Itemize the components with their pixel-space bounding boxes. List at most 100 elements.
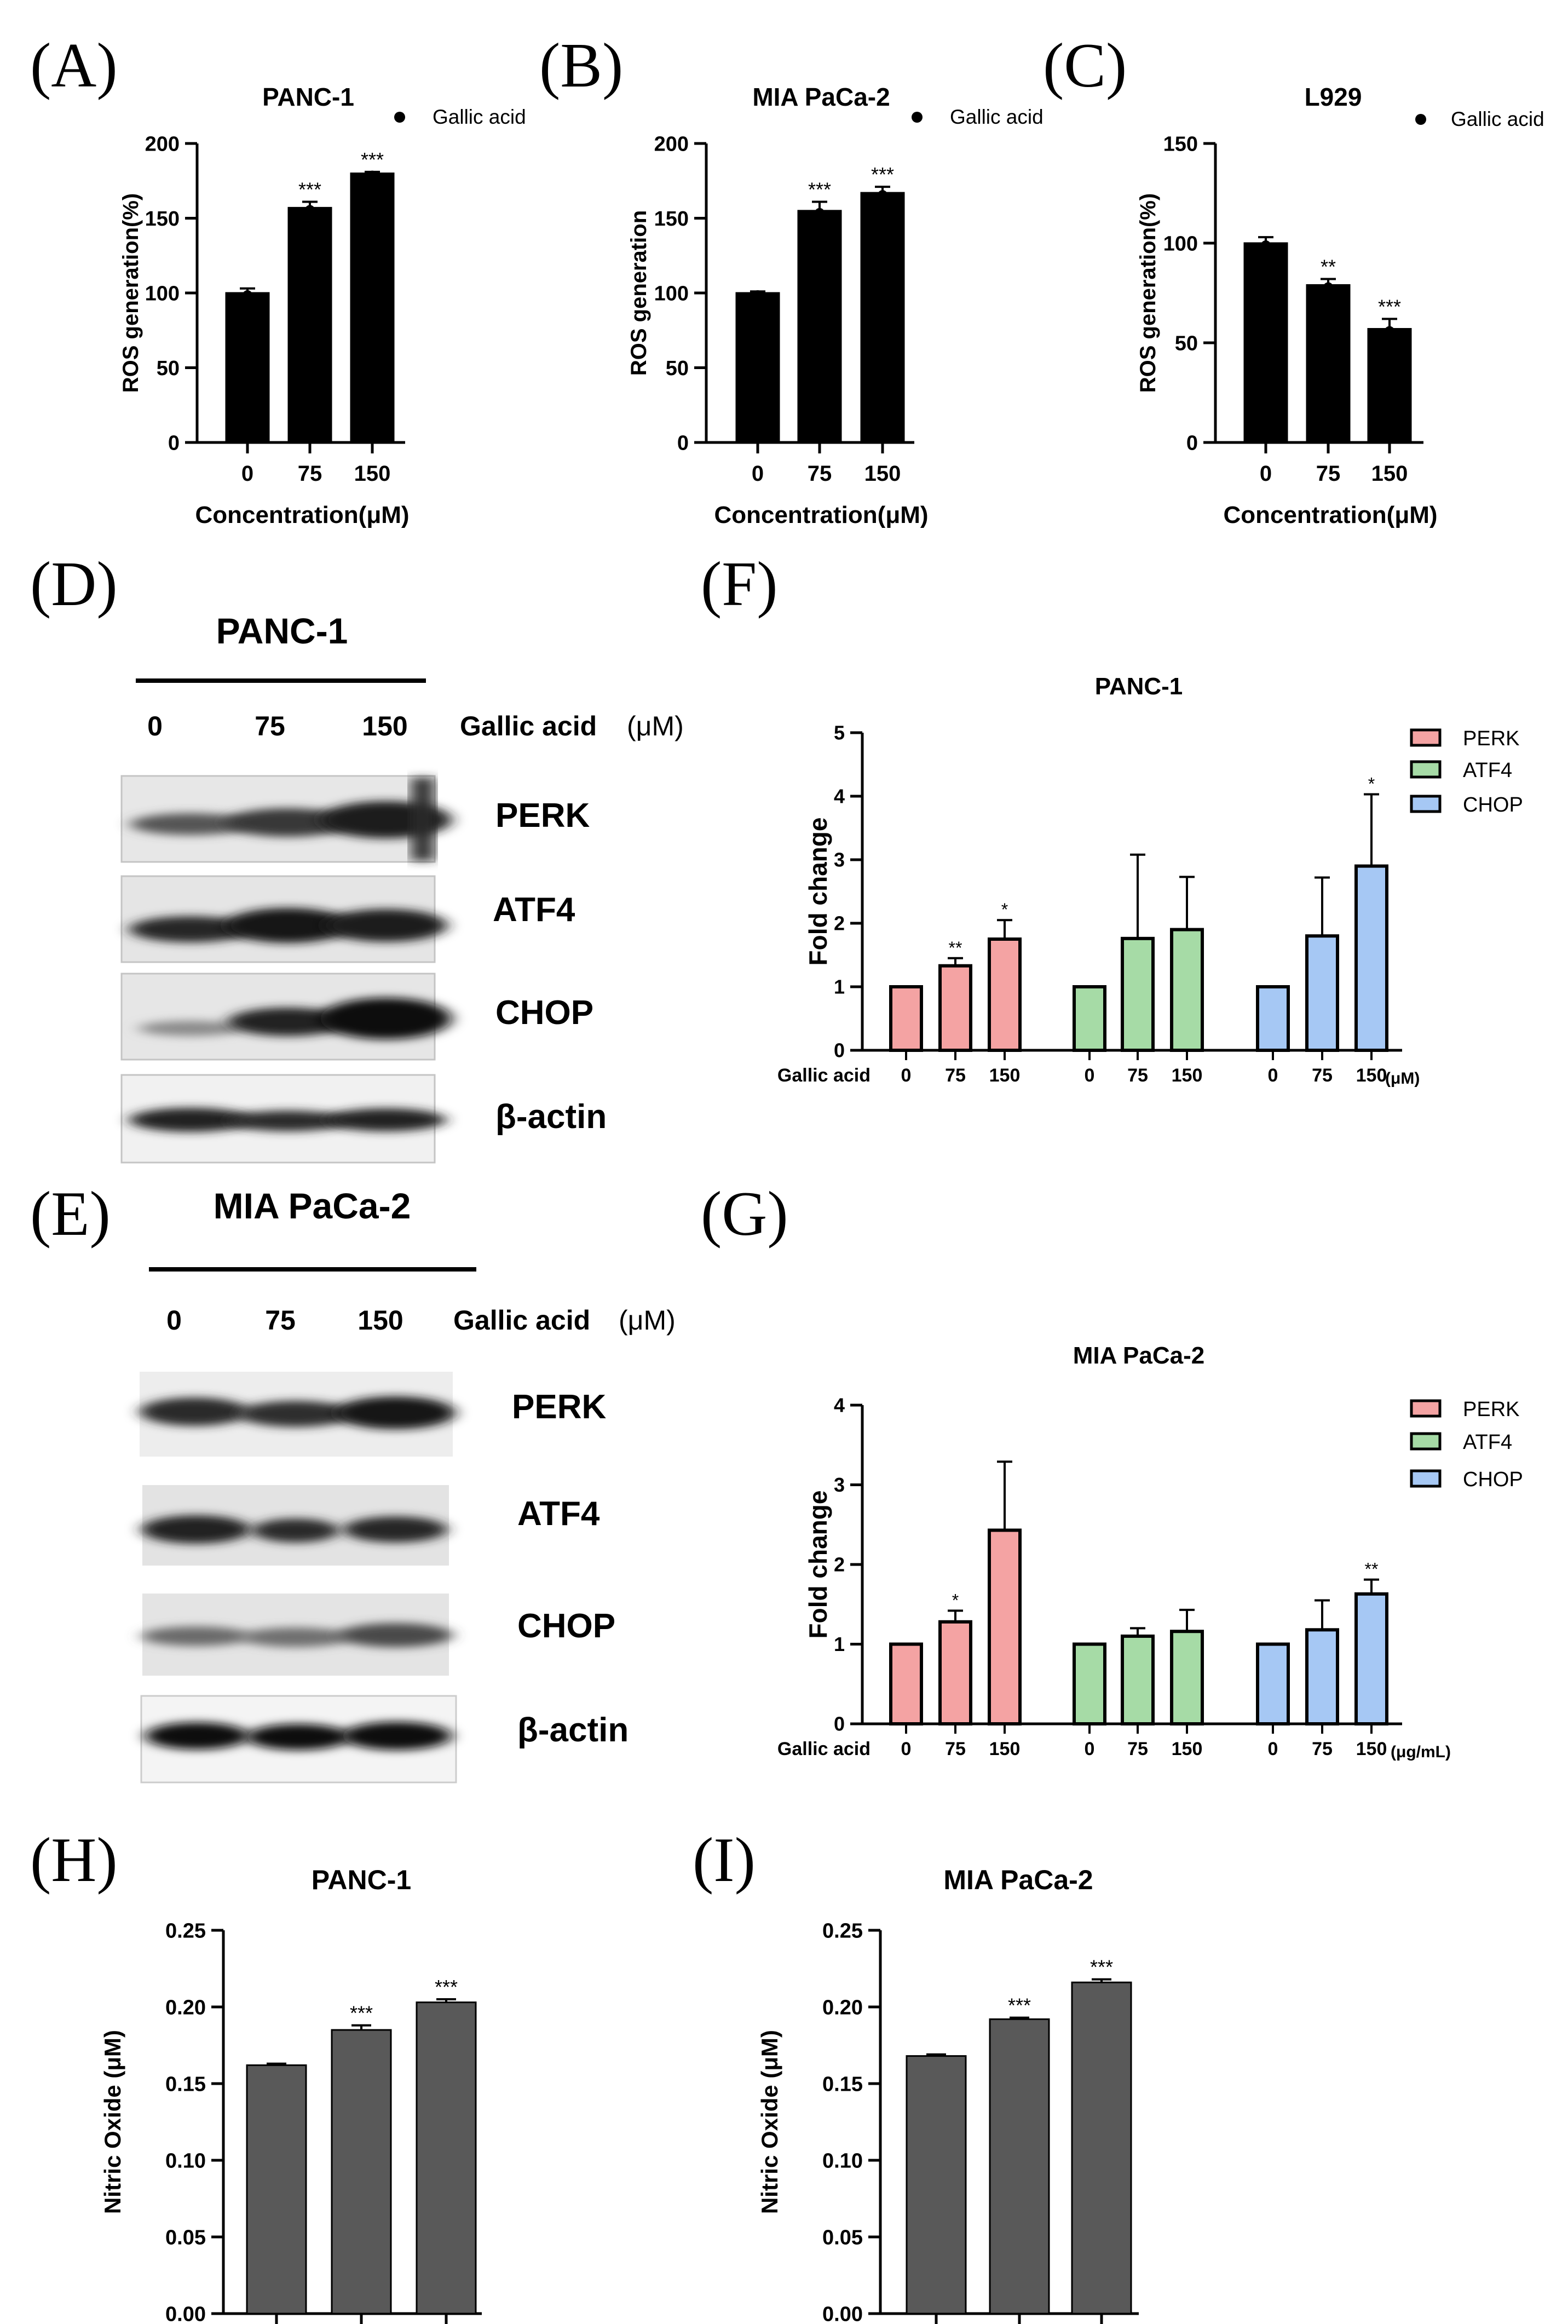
legend-marker [1415,114,1426,125]
bar [797,210,842,444]
protein-label: ATF4 [493,891,575,929]
y-tick-label: 100 [654,282,689,305]
y-tick-label: 0.20 [822,1996,863,2019]
y-tick-label: 0.05 [165,2226,206,2249]
chart-f: PANC-1 0 1 2 3 4 5 Fold change 0 ** 75 * 150 PERK 0 75 1… [777,673,1523,1088]
y-tick-label: 0 [834,1039,845,1062]
chart-c: L929 0 50 100 150 ROS generation(%) 0 ** 75 *** 15… [1136,83,1544,528]
protein-label: PERK [512,1388,606,1426]
blot-band [325,909,447,942]
x-tick-label: 0 [901,1739,912,1759]
y-tick-label: 1 [834,976,845,998]
y-tick-label: 150 [1163,133,1198,156]
bar [889,985,923,1052]
bar [860,192,905,444]
y-tick-label: 200 [654,133,689,156]
y-axis-label: ROS generation(%) [1136,193,1160,393]
blot-band [225,808,351,837]
blot-band [228,1008,348,1036]
chart-title: L929 [1305,83,1362,111]
y-tick-label: 0 [1186,432,1198,455]
y-tick-label: 2 [834,1554,845,1576]
bar [1305,934,1339,1052]
chart-title: PANC-1 [312,1865,411,1895]
y-tick-label: 50 [157,357,180,380]
unit-label: (μM) [619,1305,676,1336]
blot-band [140,1397,249,1426]
bar [1354,864,1388,1052]
blot-band [129,916,252,942]
unit-label: (μM) [1385,1069,1420,1088]
western-blot-panc1: PANC-1 0 75 150 Gallic acid (μM) PERK AT… [120,611,684,1164]
significance-label: ** [1321,256,1336,278]
y-axis-label: Nitric Oxide (μM) [757,2030,782,2214]
bar [938,1620,972,1726]
bar [1121,936,1155,1052]
legend-label: ATF4 [1463,1431,1512,1454]
bar [1121,1634,1155,1725]
x-tick-label: 75 [1316,462,1341,486]
blot-band [343,1516,447,1543]
y-tick-label: 4 [834,785,845,808]
bar [906,2055,967,2315]
x-tick-label: 150 [989,1065,1021,1086]
x-tick-label: 0 [901,1065,912,1086]
protein-label: β-actin [517,1711,629,1749]
blot-band [338,1623,453,1647]
y-tick-label: 0.10 [165,2149,206,2172]
blot-band [326,1108,446,1131]
y-tick-label: 0 [677,432,689,455]
legend-label: PERK [1463,1398,1519,1421]
blot-band [246,1724,350,1750]
chart-title: MIA PaCa-2 [752,83,890,111]
bar [735,292,780,444]
panel-letter-a: (A) [30,31,118,100]
panel-letter-b: (B) [539,31,623,100]
panel-letter-d: (D) [30,549,118,619]
legend-swatch [1410,728,1442,747]
y-tick-label: 50 [666,357,689,380]
bar [1073,1642,1106,1725]
x-tick-label: 150 [1172,1739,1203,1759]
x-tick-label: 0 [241,462,253,486]
legend-label: CHOP [1463,793,1523,816]
data-point [243,290,252,300]
panel-letter-e: (E) [30,1179,111,1249]
bar [1073,985,1106,1052]
protein-label: ATF4 [517,1495,600,1533]
protein-label: PERK [495,797,590,835]
chart-a: PANC-1 0 50 100 150 200 ROS generation(%) 0 *** 7… [119,83,526,528]
significance-label: *** [298,178,321,200]
y-axis-label: Nitric Oxide (μM) [100,2030,125,2214]
data-point [1261,240,1271,250]
x-tick-label: 75 [808,462,832,486]
y-tick-label: 0.00 [822,2303,863,2324]
data-point [1385,326,1394,336]
significance-label: ** [949,938,962,958]
panel-letter-f: (F) [701,549,778,619]
bar [1243,242,1288,444]
bar [889,1642,923,1725]
x-tick-label: 75 [298,462,322,486]
lane-label: 75 [255,711,285,741]
x-tick-label: 75 [945,1739,966,1759]
bar [416,2001,477,2315]
y-tick-label: 100 [145,282,180,305]
y-tick-label: 0 [834,1713,845,1735]
x-tick-label: 150 [864,462,901,486]
blot-membrane-dark-edge [412,778,434,861]
data-point [753,290,763,300]
y-tick-label: 0 [168,432,180,455]
blot-title: MIA PaCa-2 [214,1186,411,1226]
blot-band [342,1722,452,1750]
significance-label: * [952,1590,959,1610]
chart-i: MIA PaCa-2 0.00 0.05 0.10 0.15 0.20 0.25 Nitric… [757,1865,1139,2324]
x-tick-label: 0 [1268,1739,1278,1759]
legend-label: Gallic acid [433,106,526,128]
bar [1170,928,1204,1052]
lane-label: 0 [147,711,163,741]
y-axis-label: Fold change [804,1491,832,1639]
legend-marker [394,112,405,123]
